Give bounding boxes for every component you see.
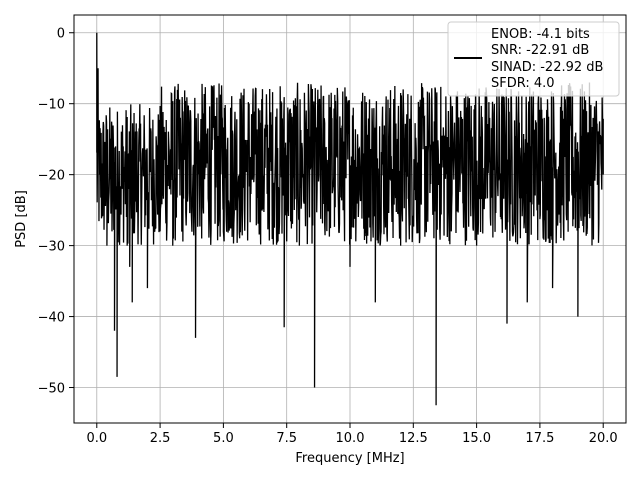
y-tick-label: −10 (38, 98, 65, 113)
y-axis-label: PSD [dB] (14, 190, 29, 248)
x-tick-label: 17.5 (525, 431, 554, 446)
x-axis-ticks: 0.0 2.5 5.0 7.5 10.0 12.5 15.0 17.5 20.0 (86, 423, 618, 446)
y-tick-label: −30 (38, 240, 65, 255)
y-tick-label: 0 (57, 27, 65, 42)
legend-box (447, 21, 620, 97)
legend-enob: ENOB: -4.1 bits (491, 27, 590, 42)
plot-area (96, 32, 604, 406)
y-tick-label: −40 (38, 311, 65, 326)
x-tick-label: 12.5 (399, 431, 428, 446)
legend-sfdr: SFDR: 4.0 (491, 76, 555, 91)
x-tick-label: 10.0 (336, 431, 365, 446)
x-tick-label: 15.0 (462, 431, 491, 446)
y-tick-label: −20 (38, 169, 65, 184)
x-tick-label: 7.5 (276, 431, 297, 446)
legend: ENOB: -4.1 bits SNR: -22.91 dB SINAD: -2… (447, 21, 620, 97)
x-tick-label: 5.0 (213, 431, 234, 446)
psd-series-line (96, 32, 604, 406)
x-tick-label: 2.5 (150, 431, 171, 446)
x-axis-label: Frequency [MHz] (295, 451, 404, 466)
y-tick-label: −50 (38, 382, 65, 397)
y-axis-ticks: 0 −10 −20 −30 −40 −50 (38, 27, 74, 397)
series-layer (96, 32, 604, 406)
legend-sinad: SINAD: -22.92 dB (491, 60, 603, 75)
x-tick-label: 0.0 (86, 431, 107, 446)
x-tick-label: 20.0 (589, 431, 618, 446)
legend-snr: SNR: -22.91 dB (491, 43, 589, 58)
